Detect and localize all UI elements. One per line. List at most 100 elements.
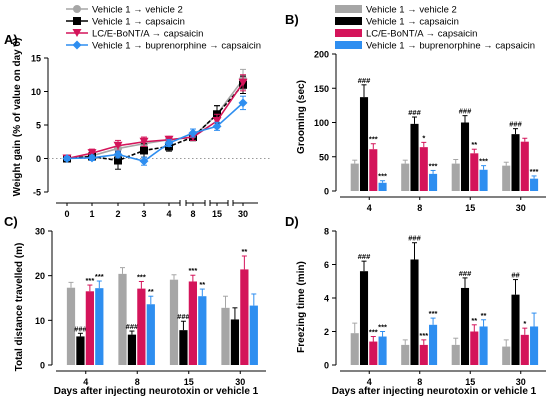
panel-b-significance-bont: ** bbox=[471, 140, 477, 149]
panel-a-point-bup bbox=[139, 156, 149, 166]
panel-d-bar-capsaicin bbox=[511, 294, 520, 365]
panel-b-bar-vehicle2 bbox=[401, 163, 410, 191]
panel-a-point-bont bbox=[139, 137, 149, 146]
legend-b-label-bont: LC/E-BoNT/A → capsaicin bbox=[366, 29, 477, 40]
legend-b-swatch-vehicle2 bbox=[335, 5, 362, 13]
panel-d-bar-bont bbox=[520, 334, 529, 365]
panel-a-x-tick-label: 15 bbox=[212, 209, 222, 219]
panel-d-significance-capsaicin: ## bbox=[511, 271, 520, 280]
panel-a-point-bup bbox=[62, 154, 72, 163]
panel-b-letter: B) bbox=[285, 12, 299, 27]
panel-d-bar-bup bbox=[530, 326, 539, 365]
panel-b-significance-bont: * bbox=[422, 133, 425, 142]
panel-a-y-tick-label: -5 bbox=[33, 188, 41, 198]
panel-a-point-bont bbox=[238, 78, 248, 87]
panel-c-bar-capsaicin bbox=[127, 334, 137, 365]
panel-d-significance-bont: * bbox=[523, 319, 526, 328]
panel-a-y-tick-label: 10 bbox=[31, 87, 41, 97]
panel-c-significance-bont: *** bbox=[137, 272, 146, 281]
panel-d-bar-bup bbox=[479, 326, 488, 365]
panel-b-bar-bont bbox=[419, 147, 428, 191]
panel-c-y-tick-label: 0 bbox=[40, 361, 45, 371]
legend-label-vehicle2: Vehicle 1 → vehicle 2 bbox=[92, 5, 183, 16]
legend-label-bont: LC/E-BoNT/A → capsaicin bbox=[92, 29, 203, 40]
panel-b-bar-bup bbox=[530, 178, 539, 191]
panel-d-significance-capsaicin: ### bbox=[358, 252, 371, 261]
panel-c-bar-bup bbox=[198, 296, 207, 365]
panel-a-x-tick-label: 4 bbox=[166, 209, 171, 219]
panel-c-x-axis-title: Days after injecting neurotoxin or vehic… bbox=[54, 386, 259, 397]
panel-c-significance-bup: ** bbox=[148, 287, 154, 296]
legend-b-label-bup: Vehicle 1 → buprenorphine → capsaicin bbox=[366, 41, 535, 52]
panel-b-significance-capsaicin: ### bbox=[408, 108, 421, 117]
panel-a-point-bont bbox=[113, 141, 123, 150]
panel-b-bar-capsaicin bbox=[410, 123, 419, 191]
legend-label-capsaicin: Vehicle 1 → capsaicin bbox=[92, 17, 185, 28]
panel-b-bar-bup bbox=[378, 182, 387, 191]
panel-b-bar-bup bbox=[479, 169, 488, 191]
panel-d-bar-vehicle2 bbox=[502, 346, 511, 365]
panel-a-x-tick-label: 30 bbox=[238, 209, 248, 219]
panel-c-bar-capsaicin bbox=[76, 336, 85, 365]
panel-a-point-bont bbox=[212, 116, 222, 125]
legend-b-swatch-capsaicin bbox=[335, 17, 362, 25]
panel-a-x-tick-label: 0 bbox=[64, 209, 69, 219]
panel-b-x-tick-label: 30 bbox=[516, 203, 526, 213]
panel-c-significance-capsaicin: ### bbox=[177, 312, 190, 321]
panel-d-x-axis-title: Days after injecting neurotoxin or vehic… bbox=[332, 386, 537, 397]
panel-c-y-tick-label: 10 bbox=[35, 316, 45, 326]
panel-a-point-bup bbox=[188, 128, 198, 138]
panel-d-x-tick-label: 8 bbox=[417, 377, 422, 387]
panel-c-y-tick-label: 30 bbox=[35, 227, 45, 237]
panel-c-bar-vehicle2 bbox=[169, 279, 179, 365]
panel-c-letter: C) bbox=[4, 214, 18, 229]
panel-c-x-tick-label: 30 bbox=[235, 377, 245, 387]
legend-b-swatch-bont bbox=[335, 29, 362, 37]
panel-a-letter: A) bbox=[4, 32, 18, 47]
legend-b-label-capsaicin: Vehicle 1 → capsaicin bbox=[366, 17, 459, 28]
panel-c-bar-bont bbox=[85, 291, 94, 365]
panel-c-significance-bup: ** bbox=[199, 280, 205, 289]
panel-c-bar-vehicle2 bbox=[118, 273, 127, 365]
panel-d-y-tick-label: 6 bbox=[324, 260, 329, 270]
panel-b-bar-capsaicin bbox=[460, 122, 470, 191]
panel-c-significance-bont: ** bbox=[241, 247, 247, 256]
legend-b-label-vehicle2: Vehicle 1 → vehicle 2 bbox=[366, 5, 457, 16]
panel-d-bar-bont bbox=[470, 331, 479, 365]
panel-a-x-tick-label: 1 bbox=[89, 209, 94, 219]
panel-a-point-bup bbox=[164, 138, 174, 148]
panel-c-significance-capsaicin: ### bbox=[126, 322, 139, 331]
panel-d-x-tick-label: 15 bbox=[465, 377, 475, 387]
panel-a-series-line-bup bbox=[66, 102, 244, 163]
panel-b: B) Vehicle 1 → vehicle 2 Vehicle 1 → cap… bbox=[285, 5, 546, 213]
panel-c-bar-bup bbox=[249, 305, 258, 365]
panel-d-y-axis-title: Freezing time (min) bbox=[296, 261, 307, 353]
panel-b-significance-bup: *** bbox=[530, 167, 539, 176]
panel-d-significance-bup: ** bbox=[481, 311, 487, 320]
panel-d-significance-bup: *** bbox=[429, 309, 438, 318]
panel-d-significance-bont: ** bbox=[471, 316, 477, 325]
panel-c-bar-bup bbox=[146, 304, 155, 365]
legend-marker-bup bbox=[72, 40, 82, 50]
panel-c-bar-bup bbox=[95, 288, 104, 365]
panel-c: C) Total distance travelled (m) 0 10 20 30 4… bbox=[4, 214, 266, 397]
panel-a-y-tick-label: 15 bbox=[31, 54, 41, 64]
panel-d-bar-bont bbox=[419, 344, 428, 365]
panel-d-x-tick-label: 4 bbox=[367, 377, 372, 387]
panel-d-y-tick-label: 2 bbox=[324, 327, 329, 337]
panel-c-x-tick-label: 4 bbox=[83, 377, 88, 387]
panel-d-bar-bup bbox=[429, 324, 438, 365]
panel-c-bar-bont bbox=[240, 269, 249, 365]
panel-b-bar-bont bbox=[470, 153, 479, 191]
panel-b-bar-bup bbox=[429, 173, 438, 191]
panel-d-y-tick-label: 0 bbox=[324, 361, 329, 371]
panel-c-y-tick-label: 20 bbox=[35, 271, 45, 281]
panel-b-bar-vehicle2 bbox=[350, 163, 359, 191]
panel-b-bar-vehicle2 bbox=[451, 163, 460, 191]
panel-b-plot: 0501001502004###******8###****15###*****… bbox=[314, 50, 546, 213]
panel-d-bar-vehicle2 bbox=[401, 344, 410, 365]
panel-c-significance-bup: *** bbox=[95, 272, 104, 281]
panel-c-significance-bont: *** bbox=[85, 276, 94, 285]
panel-a-point-bup bbox=[212, 121, 222, 131]
